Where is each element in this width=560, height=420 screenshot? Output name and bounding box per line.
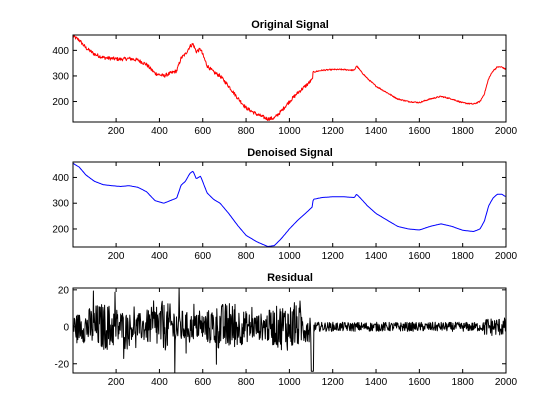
denoised-signal-xtick-label: 800 — [238, 251, 255, 262]
residual-panel: Residual 200 400 600 800 1000 1200 1400 1600 180… — [55, 272, 518, 388]
original-signal-xtick-label: 400 — [151, 126, 168, 137]
residual-ytick-label: 0 — [63, 322, 69, 333]
original-signal-panel: Original Signal 200 400 600 800 1000 1200 1400… — [52, 19, 517, 137]
residual-title: Residual — [267, 272, 313, 284]
original-signal-axes-box — [72, 34, 507, 123]
original-signal-series-line — [72, 34, 507, 121]
denoised-signal-panel: Denoised Signal 200 400 600 800 1000 1200 1400… — [52, 147, 517, 262]
residual-xtick-label: 400 — [151, 377, 168, 388]
original-signal-xtick-label: 600 — [194, 126, 211, 137]
residual-xtick-label: 1400 — [365, 377, 388, 388]
original-signal-title: Original Signal — [251, 19, 329, 31]
denoised-signal-xtick-label: 1200 — [322, 251, 345, 262]
residual-ytick-label: -20 — [55, 359, 70, 370]
denoised-signal-xtick-label: 600 — [194, 251, 211, 262]
original-signal-xtick-label: 1200 — [322, 126, 345, 137]
original-signal-xtick-label: 2000 — [495, 126, 518, 137]
denoised-signal-ytick-label: 400 — [52, 173, 69, 184]
original-signal-xtick-label: 1800 — [452, 126, 475, 137]
residual-xtick-label: 1000 — [278, 377, 301, 388]
original-signal-xtick-label: 1600 — [408, 126, 431, 137]
denoised-signal-ytick-label: 300 — [52, 199, 69, 210]
residual-xtick-label: 600 — [194, 377, 211, 388]
denoised-signal-ytick-label: 200 — [52, 224, 69, 235]
denoised-signal-title: Denoised Signal — [247, 147, 333, 159]
denoised-signal-series-line — [72, 162, 506, 247]
original-signal-ytick-label: 200 — [52, 97, 69, 108]
denoised-signal-xtick-label: 1800 — [452, 251, 475, 262]
original-signal-ytick-label: 400 — [52, 46, 69, 57]
original-signal-xtick-label: 800 — [238, 126, 255, 137]
denoised-signal-xtick-label: 400 — [151, 251, 168, 262]
residual-xtick-label: 200 — [108, 377, 125, 388]
residual-xtick-label: 1800 — [452, 377, 475, 388]
residual-xtick-label: 1600 — [408, 377, 431, 388]
denoised-signal-xtick-label: 200 — [108, 251, 125, 262]
residual-xtick-label: 1200 — [322, 377, 345, 388]
residual-xtick-label: 800 — [238, 377, 255, 388]
denoised-signal-xtick-label: 1600 — [408, 251, 431, 262]
original-signal-ytick-label: 300 — [52, 71, 69, 82]
residual-ytick-label: 20 — [58, 285, 70, 296]
denoised-signal-axes-box — [72, 161, 507, 248]
denoised-signal-xtick-label: 1400 — [365, 251, 388, 262]
residual-xtick-label: 2000 — [495, 377, 518, 388]
residual-series-line — [72, 287, 507, 374]
original-signal-xtick-label: 200 — [108, 126, 125, 137]
denoised-signal-xtick-label: 1000 — [278, 251, 301, 262]
original-signal-xtick-label: 1400 — [365, 126, 388, 137]
original-signal-xtick-label: 1000 — [278, 126, 301, 137]
denoised-signal-xtick-label: 2000 — [495, 251, 518, 262]
